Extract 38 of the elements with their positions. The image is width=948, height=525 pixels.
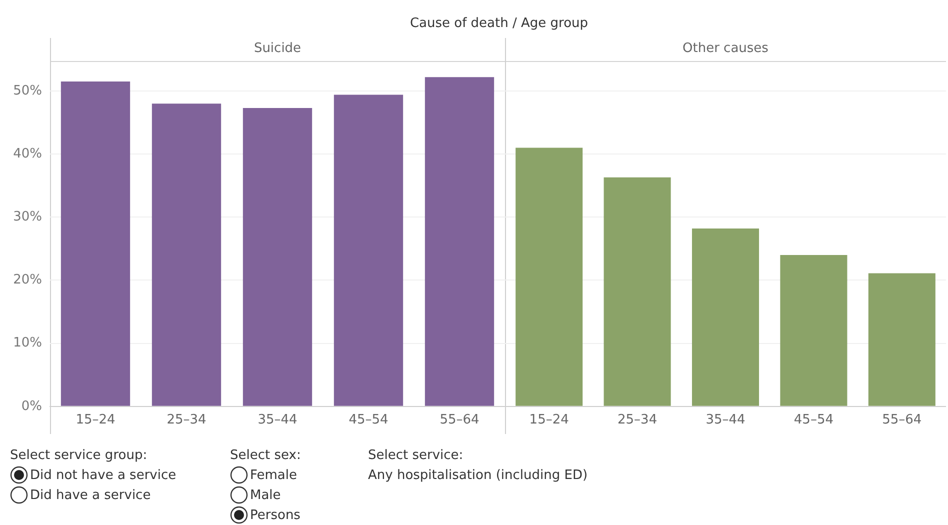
- y-tick-label: 40%: [13, 146, 42, 162]
- bar: [242, 108, 312, 406]
- y-tick-label: 30%: [13, 210, 42, 225]
- text: Did not have a service: [30, 468, 176, 483]
- x-tick-label: 15–24: [529, 412, 569, 428]
- x-tick-label: 45–54: [794, 412, 834, 428]
- bar: [516, 148, 583, 406]
- bar: [780, 255, 848, 406]
- bar: [692, 228, 760, 406]
- y-tick-label: 0%: [21, 398, 42, 414]
- chart-title: Other causes: [505, 38, 946, 62]
- x-tick-label: 35–44: [706, 412, 746, 428]
- bar: [424, 77, 494, 406]
- y-tick-label: 20%: [13, 272, 42, 288]
- x-tick-label: 25–34: [618, 412, 658, 428]
- text: Select service:: [368, 448, 464, 463]
- x-tick-label: 45–54: [348, 412, 388, 428]
- y-tick-label: 50%: [13, 83, 42, 98]
- text: Persons: [250, 508, 300, 523]
- x-tick-label: 55–64: [440, 412, 480, 428]
- bar: [60, 82, 130, 406]
- y-tick-label: 10%: [13, 336, 42, 351]
- x-tick-label: 35–44: [258, 412, 298, 428]
- text: Male: [250, 488, 281, 503]
- text: Female: [250, 468, 298, 483]
- text: Select sex:: [230, 448, 301, 463]
- bar: [868, 273, 936, 406]
- bar: [152, 104, 222, 406]
- x-tick-label: 15–24: [76, 412, 116, 428]
- chart-title: Suicide: [50, 38, 505, 62]
- x-tick-label: 25–34: [166, 412, 206, 428]
- text: Did have a service: [30, 488, 151, 503]
- bar: [604, 177, 671, 406]
- x-axis-title: Cause of death / Age group: [408, 16, 590, 31]
- bar: [334, 94, 404, 406]
- x-tick-label: 55–64: [882, 412, 922, 428]
- text: Any hospitalisation (including ED): [368, 468, 588, 483]
- text: Select service group:: [10, 448, 148, 463]
